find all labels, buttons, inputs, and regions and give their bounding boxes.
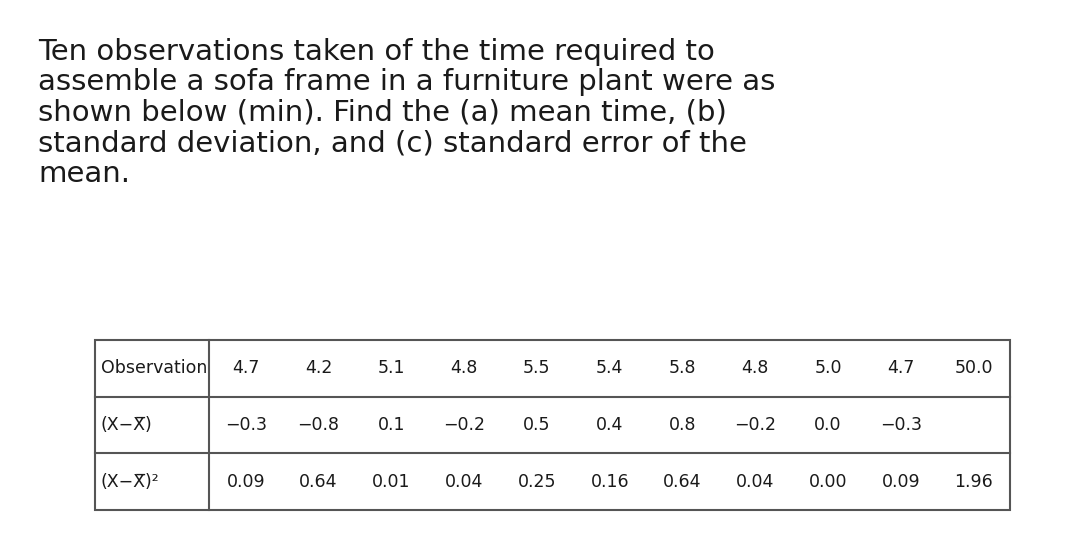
Text: 0.16: 0.16	[591, 473, 629, 491]
Text: 0.64: 0.64	[663, 473, 702, 491]
Text: 5.1: 5.1	[378, 360, 405, 378]
Text: mean.: mean.	[38, 160, 130, 188]
Text: 0.04: 0.04	[737, 473, 774, 491]
Text: 4.7: 4.7	[232, 360, 259, 378]
Text: 0.01: 0.01	[373, 473, 410, 491]
Text: −0.2: −0.2	[443, 416, 485, 434]
Text: 5.4: 5.4	[596, 360, 623, 378]
Text: 0.8: 0.8	[669, 416, 697, 434]
Text: Observation: Observation	[102, 360, 207, 378]
Text: 0.1: 0.1	[378, 416, 405, 434]
Text: 0.4: 0.4	[596, 416, 623, 434]
Text: 4.8: 4.8	[742, 360, 769, 378]
Text: −0.8: −0.8	[298, 416, 339, 434]
Text: shown below (min). Find the (a) mean time, (b): shown below (min). Find the (a) mean tim…	[38, 99, 727, 127]
Text: standard deviation, and (c) standard error of the: standard deviation, and (c) standard err…	[38, 129, 747, 157]
Text: 1.96: 1.96	[955, 473, 993, 491]
Text: 5.5: 5.5	[523, 360, 551, 378]
Text: 0.5: 0.5	[523, 416, 551, 434]
Text: Ten observations taken of the time required to: Ten observations taken of the time requi…	[38, 38, 715, 66]
Text: 0.09: 0.09	[227, 473, 265, 491]
Text: 4.8: 4.8	[450, 360, 477, 378]
Text: 0.00: 0.00	[809, 473, 848, 491]
Text: (X−X̅)²: (X−X̅)²	[102, 473, 160, 491]
Text: 4.2: 4.2	[305, 360, 333, 378]
Text: (X−X̅): (X−X̅)	[102, 416, 152, 434]
Text: 4.7: 4.7	[887, 360, 915, 378]
Text: assemble a sofa frame in a furniture plant were as: assemble a sofa frame in a furniture pla…	[38, 69, 775, 96]
Text: −0.2: −0.2	[734, 416, 777, 434]
Text: 0.64: 0.64	[299, 473, 338, 491]
Bar	[95, 340, 1010, 510]
Text: 0.0: 0.0	[814, 416, 841, 434]
Text: 5.0: 5.0	[814, 360, 841, 378]
Text: −0.3: −0.3	[225, 416, 267, 434]
Text: 50.0: 50.0	[955, 360, 993, 378]
Text: 0.09: 0.09	[881, 473, 920, 491]
Text: 0.04: 0.04	[445, 473, 484, 491]
Text: 0.25: 0.25	[517, 473, 556, 491]
Text: −0.3: −0.3	[880, 416, 922, 434]
Text: 5.8: 5.8	[669, 360, 697, 378]
